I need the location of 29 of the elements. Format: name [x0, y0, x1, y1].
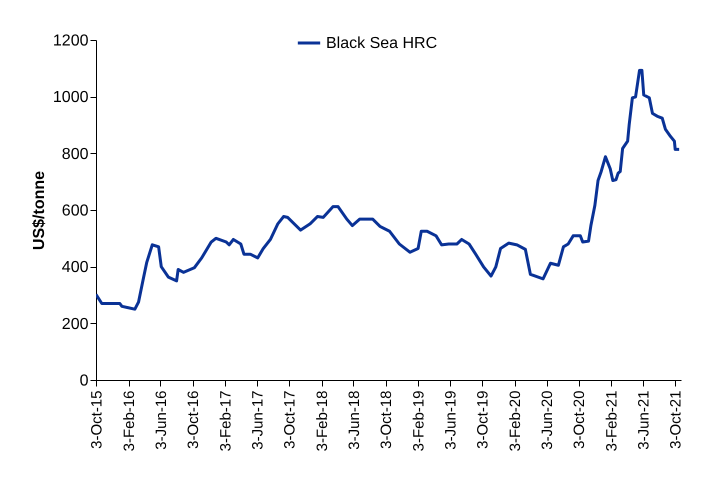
x-tick-label: 3-Feb-17	[218, 390, 235, 452]
x-tick-label: 3-Jun-20	[539, 390, 556, 450]
x-tick-label: 3-Feb-20	[507, 390, 524, 452]
x-tick-label: 3-Oct-20	[571, 390, 588, 449]
x-tick-label: 3-Jun-21	[635, 390, 652, 450]
x-tick-label: 3-Oct-17	[282, 390, 299, 449]
y-tick-label: 800	[62, 146, 89, 163]
x-tick-label: 3-Jun-16	[152, 390, 170, 450]
legend-label: Black Sea HRC	[326, 35, 438, 52]
x-tick-label: 3-Jun-19	[442, 390, 460, 450]
x-tick-label: 3-Oct-19	[474, 390, 492, 449]
x-tick-label: 3-Oct-16	[185, 390, 202, 449]
x-tick-label: 3-Feb-18	[314, 390, 332, 452]
x-tick-label: 3-Feb-19	[410, 390, 428, 452]
line-series	[96, 68, 681, 311]
y-tick-label: 400	[62, 259, 89, 276]
x-tick-label: 3-Oct-21	[668, 390, 685, 449]
y-axis-title: US$/tonne	[30, 170, 48, 250]
x-tick-label: 3-Oct-18	[378, 390, 396, 449]
x-tick-label: 3-Jun-17	[249, 390, 266, 450]
y-tick-label: 0	[80, 372, 89, 390]
y-tick-label: 200	[62, 316, 89, 333]
y-tick-label: 1000	[52, 89, 89, 106]
x-tick-label: 3-Feb-16	[121, 390, 138, 452]
x-tick-label: 3-Oct-15	[88, 390, 106, 449]
x-tick-label: 3-Jun-18	[346, 390, 363, 450]
y-tick-label: 600	[62, 202, 89, 220]
x-tick-label: 3-Feb-21	[604, 390, 621, 452]
y-tick-label: 1200	[52, 32, 89, 50]
